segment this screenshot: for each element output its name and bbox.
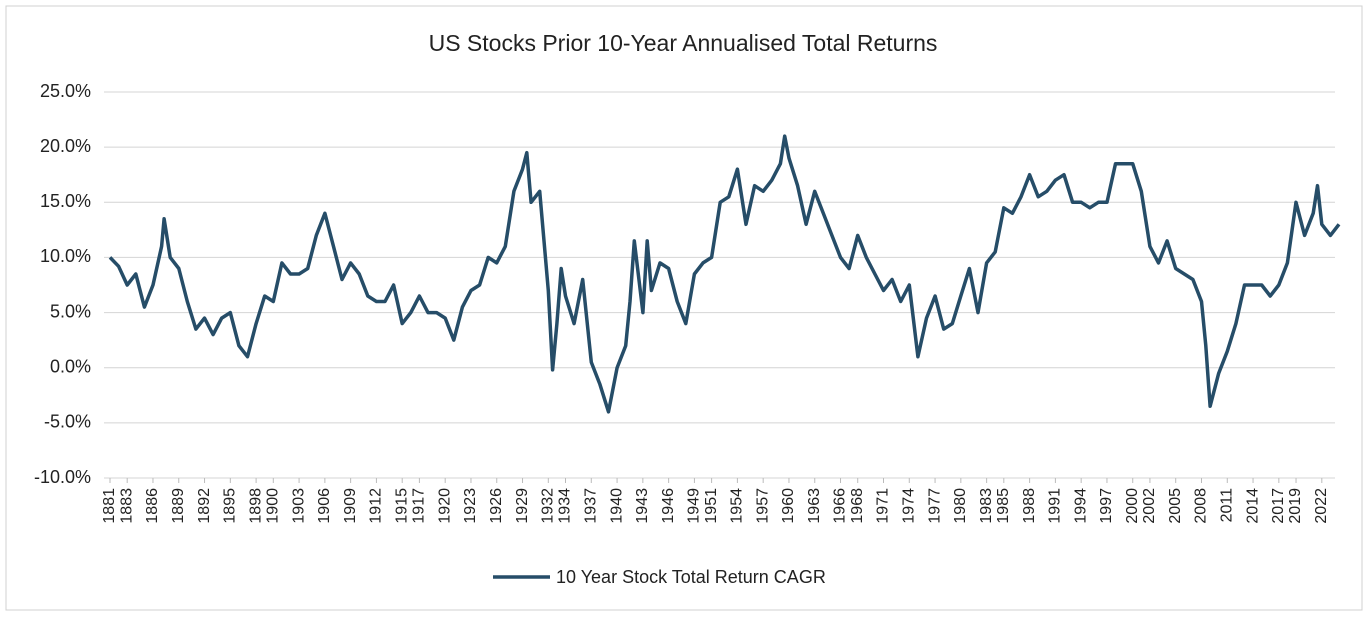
x-tick-label: 1937 bbox=[583, 488, 600, 524]
x-tick-label: 1895 bbox=[222, 488, 239, 524]
y-tick-label: 25.0% bbox=[40, 81, 91, 101]
x-tick-label: 1920 bbox=[436, 488, 453, 524]
legend-label: 10 Year Stock Total Return CAGR bbox=[556, 567, 826, 587]
x-tick-label: 1980 bbox=[952, 488, 969, 524]
series-line bbox=[108, 134, 1341, 414]
x-tick-label: 1912 bbox=[368, 488, 385, 524]
x-tick-label: 1954 bbox=[729, 488, 746, 524]
x-tick-label: 1934 bbox=[557, 488, 574, 524]
x-tick-label: 1940 bbox=[608, 488, 625, 524]
x-tick-label: 2017 bbox=[1270, 488, 1287, 524]
x-tick-label: 1889 bbox=[170, 488, 187, 524]
x-tick-label: 1963 bbox=[806, 488, 823, 524]
x-tick-label: 1997 bbox=[1098, 488, 1115, 524]
x-tick-label: 1949 bbox=[686, 488, 703, 524]
x-tick-label: 2000 bbox=[1124, 488, 1141, 524]
x-tick-label: 1929 bbox=[514, 488, 531, 524]
x-tick-label: 1971 bbox=[875, 488, 892, 524]
x-tick-label: 1892 bbox=[196, 488, 213, 524]
x-tick-label: 2014 bbox=[1244, 488, 1261, 524]
x-tick-label: 1951 bbox=[703, 488, 720, 524]
x-tick-label: 1960 bbox=[780, 488, 797, 524]
x-tick-label: 1926 bbox=[488, 488, 505, 524]
y-tick-label: 20.0% bbox=[40, 136, 91, 156]
x-tick-label: 1966 bbox=[832, 488, 849, 524]
x-tick-label: 1900 bbox=[265, 488, 282, 524]
x-tick-label: 1906 bbox=[316, 488, 333, 524]
x-tick-label: 1974 bbox=[900, 488, 917, 524]
x-tick-label: 2011 bbox=[1218, 488, 1235, 523]
x-tick-label: 1994 bbox=[1072, 488, 1089, 524]
x-tick-label: 1977 bbox=[926, 488, 943, 524]
x-tick-label: 1903 bbox=[290, 488, 307, 524]
x-tick-label: 1991 bbox=[1047, 488, 1064, 524]
x-tick-label: 1932 bbox=[540, 488, 557, 524]
x-tick-label: 1886 bbox=[144, 488, 161, 524]
x-tick-label: 1985 bbox=[995, 488, 1012, 524]
chart-title: US Stocks Prior 10-Year Annualised Total… bbox=[429, 30, 938, 56]
y-tick-label: -10.0% bbox=[34, 467, 91, 487]
x-tick-label: 1983 bbox=[978, 488, 995, 524]
x-tick-label: 2008 bbox=[1193, 488, 1210, 524]
x-tick-label: 1915 bbox=[393, 488, 410, 524]
x-tick-label: 1968 bbox=[849, 488, 866, 524]
x-tick-label: 1946 bbox=[660, 488, 677, 524]
x-tick-label: 2022 bbox=[1313, 488, 1330, 524]
y-tick-label: 10.0% bbox=[40, 246, 91, 266]
y-tick-label: 5.0% bbox=[50, 301, 91, 321]
y-tick-label: 0.0% bbox=[50, 356, 91, 376]
y-tick-label: -5.0% bbox=[44, 412, 91, 432]
x-tick-label: 1881 bbox=[101, 488, 118, 524]
x-tick-label: 2005 bbox=[1167, 488, 1184, 524]
x-tick-label: 1917 bbox=[411, 488, 428, 524]
x-tick-label: 1957 bbox=[754, 488, 771, 524]
x-tick-label: 1988 bbox=[1021, 488, 1038, 524]
x-tick-label: 1923 bbox=[462, 488, 479, 524]
y-tick-label: 15.0% bbox=[40, 191, 91, 211]
x-tick-label: 1898 bbox=[247, 488, 264, 524]
x-tick-label: 2019 bbox=[1287, 488, 1304, 524]
x-tick-label: 1909 bbox=[342, 488, 359, 524]
x-tick-label: 1943 bbox=[634, 488, 651, 524]
chart-border bbox=[5, 5, 1363, 611]
x-tick-label: 1883 bbox=[118, 488, 135, 524]
x-tick-label: 2002 bbox=[1141, 488, 1158, 524]
